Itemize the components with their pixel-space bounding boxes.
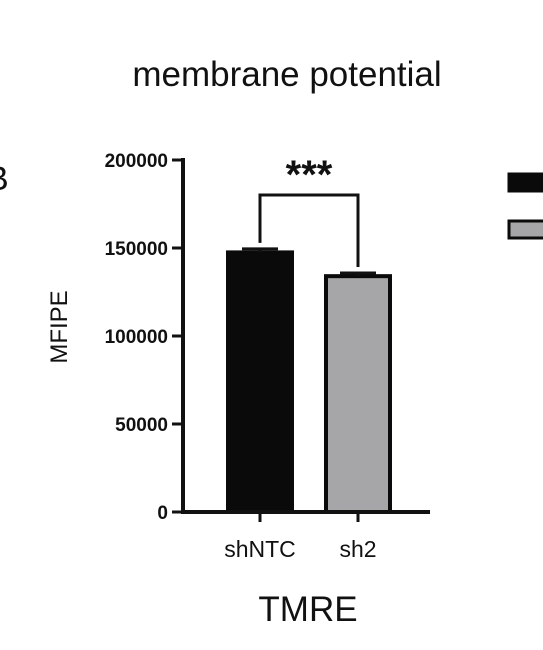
bar-sh2 (324, 274, 392, 514)
y-tick-label: 50000 (115, 415, 168, 436)
y-tick-label: 0 (157, 503, 168, 524)
y-tick-label: 150000 (105, 239, 168, 260)
significance-bracket: *** (258, 153, 360, 267)
y-axis-ticks: 0 50000 100000 150000 200000 (105, 151, 183, 524)
panel-letter-fragment: B (0, 160, 9, 198)
significance-bracket-line (258, 193, 360, 267)
x-axis-label: TMRE (258, 590, 357, 629)
significance-marker: *** (286, 153, 333, 197)
y-tick-label: 100000 (105, 327, 168, 348)
x-tick-label: shNTC (224, 536, 296, 562)
y-axis-label: MFIPE (46, 290, 73, 363)
bars-group (226, 250, 392, 514)
x-tick-label: sh2 (339, 536, 376, 562)
bar-shNTC (226, 250, 294, 514)
legend (507, 172, 543, 240)
legend-swatch (507, 172, 543, 193)
legend-swatch (507, 219, 543, 240)
y-tick-label: 200000 (105, 151, 168, 172)
chart-title: membrane potential (132, 55, 441, 94)
category-labels: shNTC sh2 (224, 512, 377, 562)
error-bars-group (242, 247, 376, 277)
